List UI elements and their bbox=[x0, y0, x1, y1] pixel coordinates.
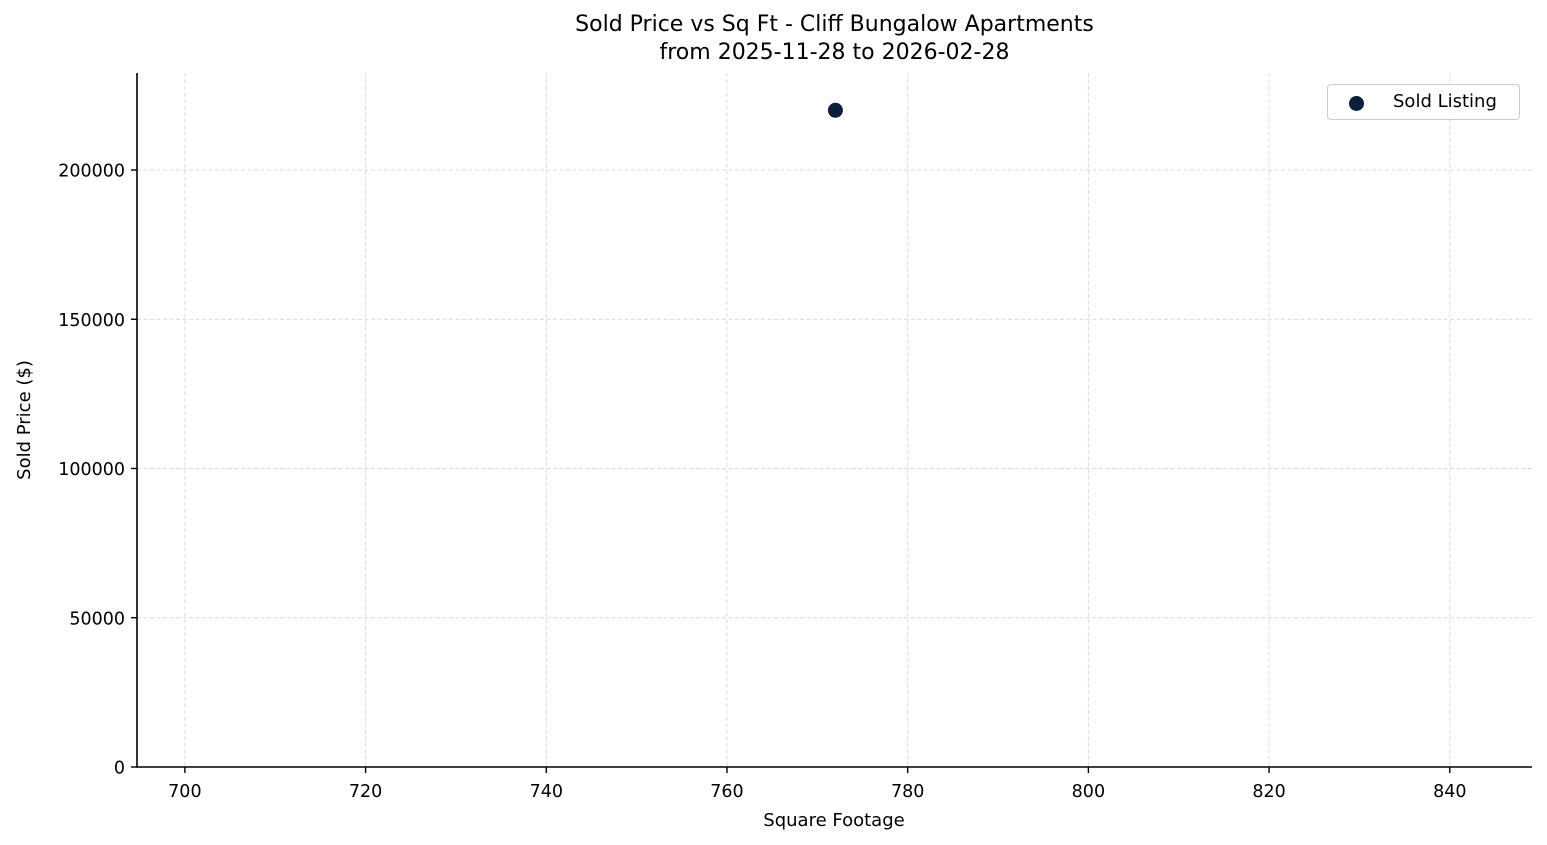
scatter-point bbox=[827, 102, 843, 118]
x-axis-ticks: 700 720 740 760 780 800 820 840 bbox=[168, 767, 1466, 802]
grid-lines bbox=[137, 73, 1532, 767]
data-points bbox=[827, 102, 843, 118]
x-tick-label: 840 bbox=[1433, 782, 1466, 802]
x-tick-label: 820 bbox=[1252, 782, 1285, 802]
legend-marker-icon bbox=[1349, 96, 1364, 111]
axes-spines bbox=[136, 73, 1532, 768]
x-tick-label: 800 bbox=[1072, 782, 1105, 802]
x-tick-label: 700 bbox=[168, 782, 201, 802]
y-tick-label: 200000 bbox=[58, 162, 125, 182]
x-tick-label: 760 bbox=[710, 782, 743, 802]
y-axis-ticks: 0 50000 100000 150000 200000 bbox=[58, 162, 137, 779]
y-tick-label: 50000 bbox=[69, 609, 125, 629]
x-axis-label: Square Footage bbox=[763, 810, 904, 831]
legend: Sold Listing bbox=[1327, 84, 1520, 120]
chart-subtitle: from 2025-11-28 to 2026-02-28 bbox=[659, 40, 1010, 65]
x-tick-label: 740 bbox=[530, 782, 563, 802]
x-tick-label: 720 bbox=[349, 782, 382, 802]
chart-title: Sold Price vs Sq Ft - Cliff Bungalow Apa… bbox=[575, 12, 1094, 37]
y-axis-label: Sold Price ($) bbox=[14, 360, 35, 480]
y-tick-label: 0 bbox=[114, 759, 125, 779]
x-tick-label: 780 bbox=[891, 782, 924, 802]
y-tick-label: 100000 bbox=[58, 460, 125, 480]
legend-label: Sold Listing bbox=[1393, 91, 1497, 112]
y-tick-label: 150000 bbox=[58, 311, 125, 331]
